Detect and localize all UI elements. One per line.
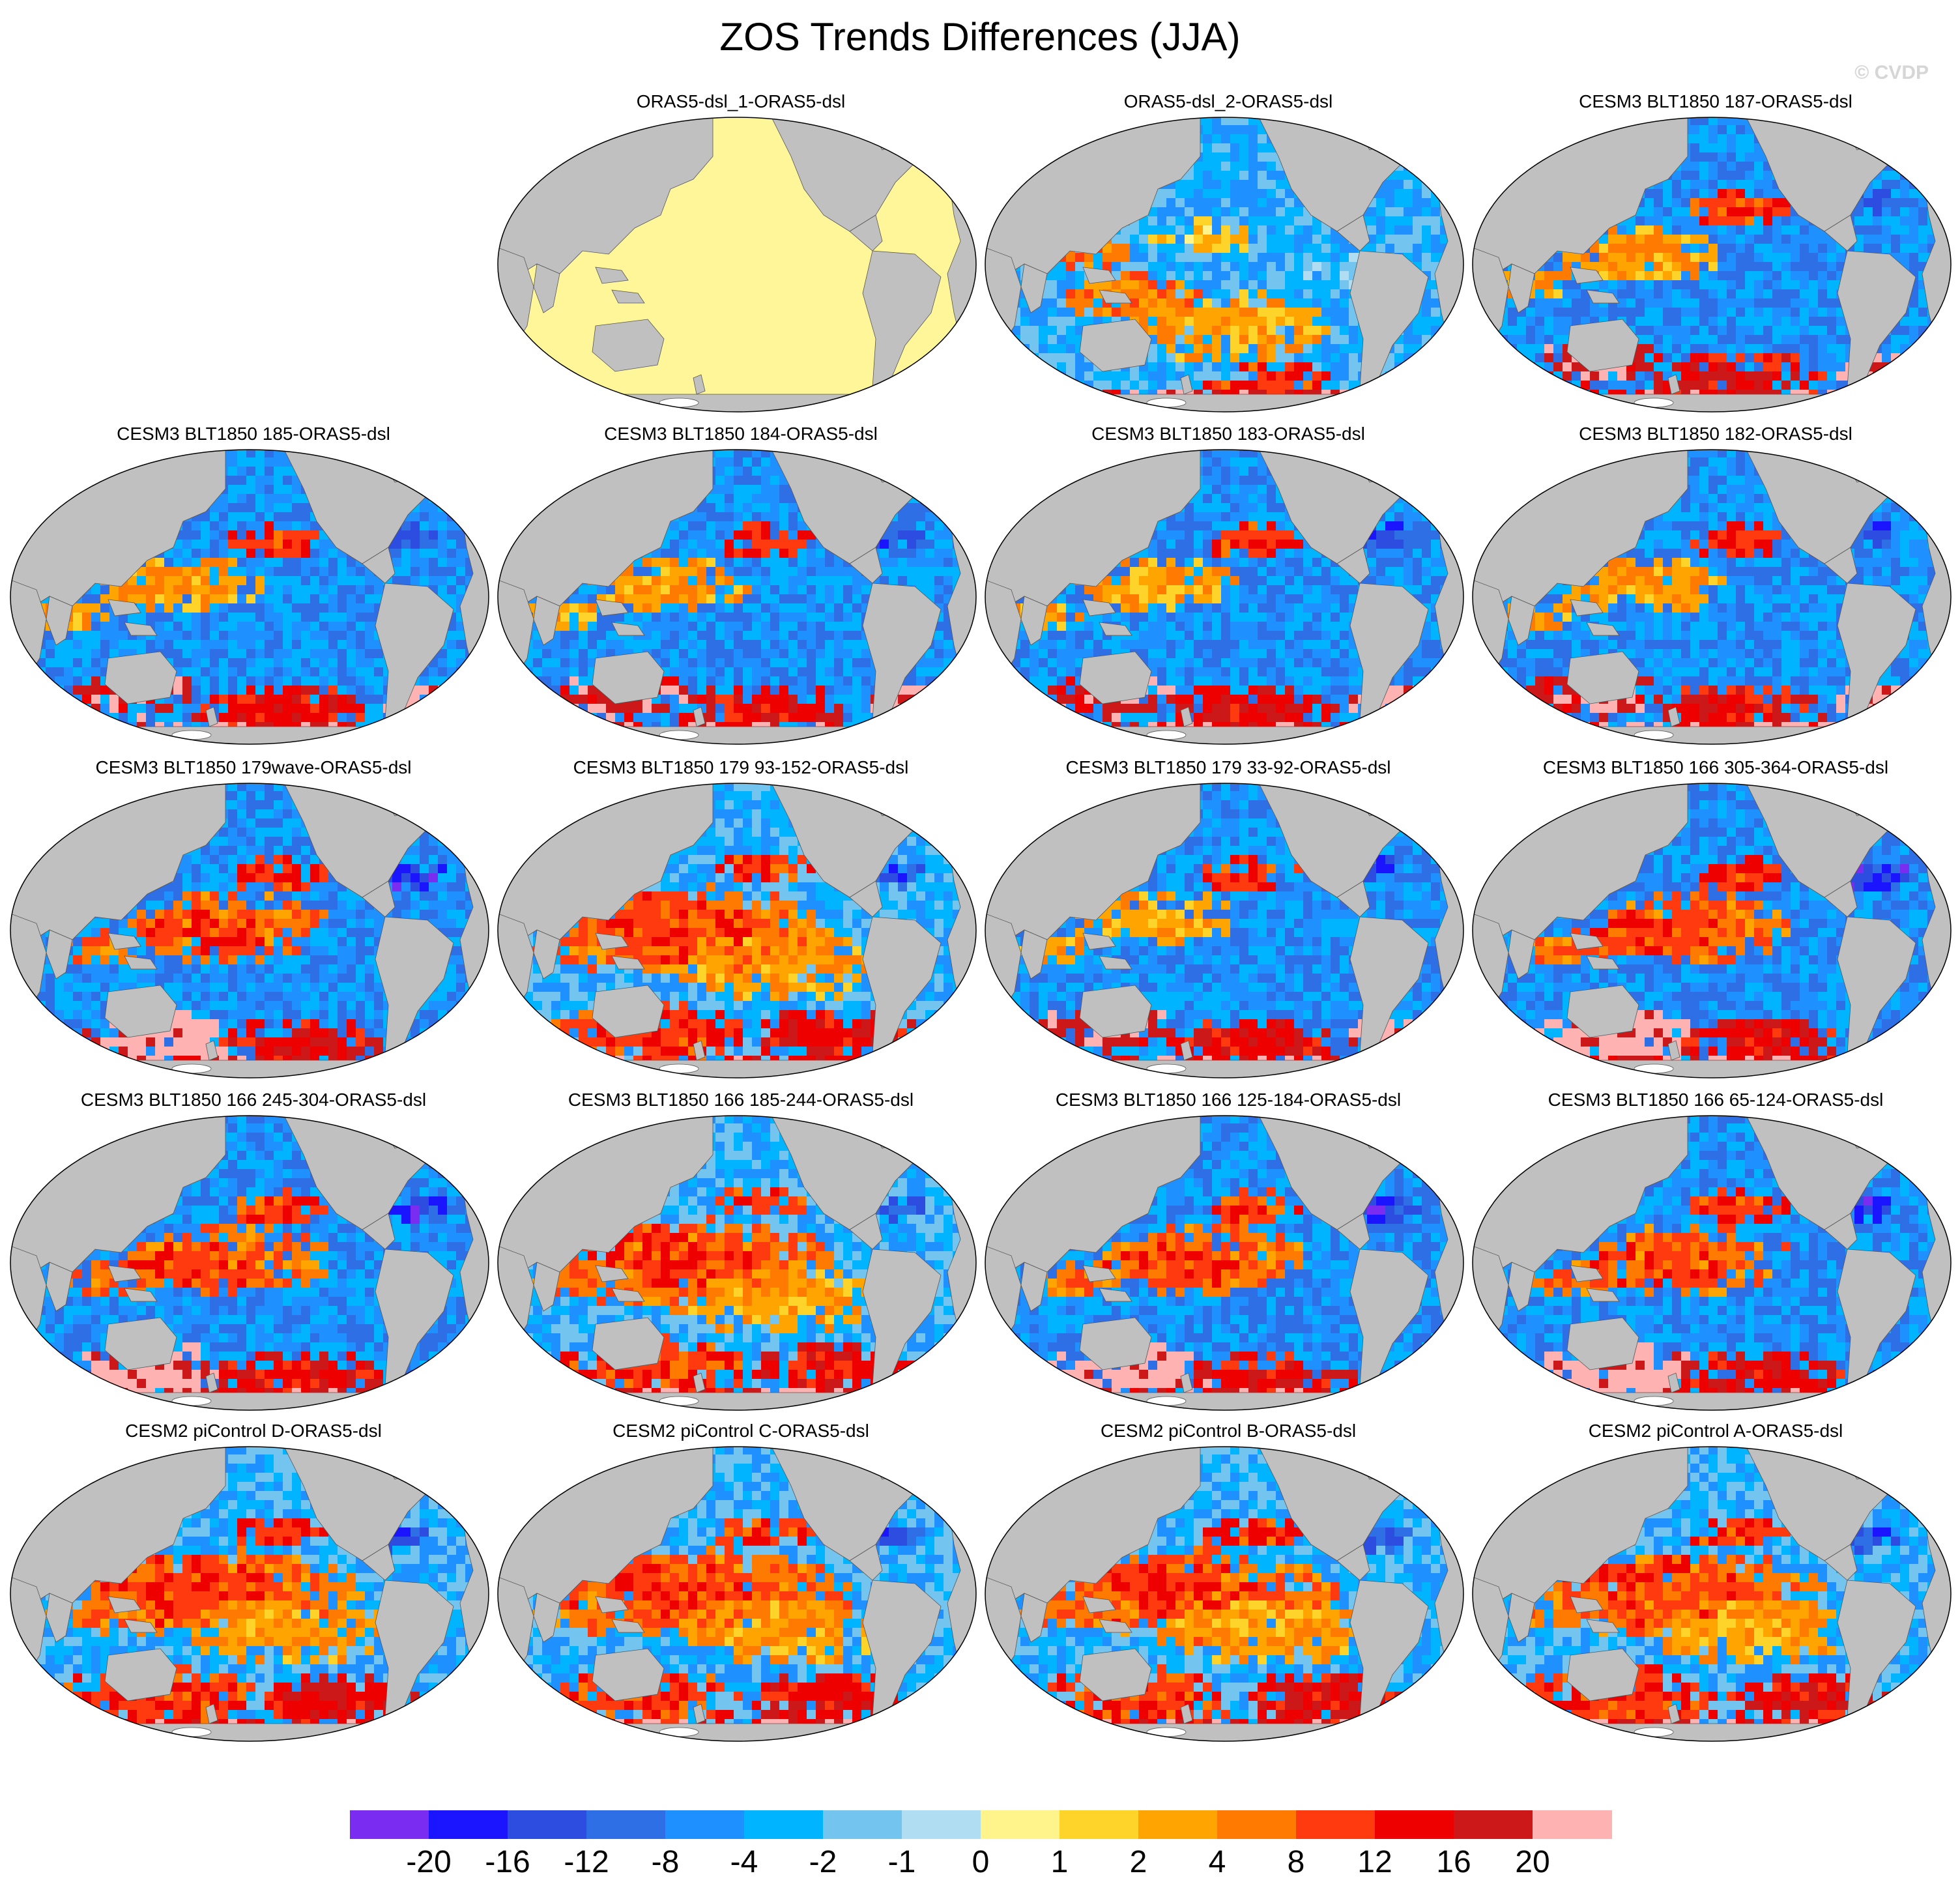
map-panel: ORAS5-dsl_2-ORAS5-dsl — [984, 91, 1473, 417]
map-panel: CESM3 BLT1850 185-ORAS5-dsl — [9, 424, 498, 749]
panel-title: CESM2 piControl C-ORAS5-dsl — [497, 1421, 985, 1441]
map-panel: CESM3 BLT1850 179 93-152-ORAS5-dsl — [497, 757, 985, 1083]
panel-title: CESM3 BLT1850 185-ORAS5-dsl — [9, 424, 498, 444]
world-map — [985, 1115, 1464, 1411]
colorbar-box — [1138, 1810, 1218, 1839]
figure-title: ZOS Trends Differences (JJA) — [0, 14, 1960, 59]
colorbar-box — [429, 1810, 508, 1839]
map-panel: CESM3 BLT1850 182-ORAS5-dsl — [1471, 424, 1960, 749]
world-map — [1472, 1115, 1952, 1411]
colorbar-box — [1375, 1810, 1454, 1839]
world-map — [1472, 449, 1952, 745]
colorbar-tick-label: 12 — [1357, 1844, 1392, 1880]
colorbar-tick-label: 8 — [1288, 1844, 1305, 1880]
colorbar-box — [823, 1810, 902, 1839]
panel-title: CESM3 BLT1850 166 245-304-ORAS5-dsl — [9, 1090, 498, 1110]
world-map — [497, 783, 977, 1078]
colorbar-box — [744, 1810, 824, 1839]
map-panel: CESM3 BLT1850 184-ORAS5-dsl — [497, 424, 985, 749]
colorbar-tick-label: -12 — [564, 1844, 609, 1880]
world-map — [1472, 783, 1952, 1078]
colorbar-tick-label: -4 — [730, 1844, 758, 1880]
map-panel: CESM3 BLT1850 179 33-92-ORAS5-dsl — [984, 757, 1473, 1083]
cvdp-watermark: © CVDP — [1854, 62, 1929, 84]
colorbar-box — [1533, 1810, 1612, 1839]
world-map — [497, 449, 977, 745]
colorbar-tick-label: 20 — [1515, 1844, 1549, 1880]
world-map — [497, 1446, 977, 1742]
panel-title: CESM2 piControl B-ORAS5-dsl — [984, 1421, 1473, 1441]
map-panel: CESM3 BLT1850 179wave-ORAS5-dsl — [9, 757, 498, 1083]
colorbar-box — [665, 1810, 745, 1839]
panel-title: CESM3 BLT1850 179wave-ORAS5-dsl — [9, 757, 498, 778]
map-panel: CESM2 piControl C-ORAS5-dsl — [497, 1421, 985, 1746]
panel-title: CESM2 piControl D-ORAS5-dsl — [9, 1421, 498, 1441]
colorbar-tick-label: 1 — [1051, 1844, 1069, 1880]
colorbar-tick-label: 4 — [1209, 1844, 1226, 1880]
world-map — [985, 117, 1464, 412]
map-panel: CESM3 BLT1850 187-ORAS5-dsl — [1471, 91, 1960, 417]
colorbar-box — [1059, 1810, 1139, 1839]
world-map — [10, 1446, 489, 1742]
colorbar — [350, 1810, 1612, 1839]
world-map — [985, 783, 1464, 1078]
map-panel: ORAS5-dsl_1-ORAS5-dsl — [497, 91, 985, 417]
map-panel: CESM2 piControl A-ORAS5-dsl — [1471, 1421, 1960, 1746]
panel-title: ORAS5-dsl_2-ORAS5-dsl — [984, 91, 1473, 112]
colorbar-box — [1454, 1810, 1533, 1839]
world-map — [10, 449, 489, 745]
world-map — [985, 449, 1464, 745]
map-panel: CESM3 BLT1850 166 185-244-ORAS5-dsl — [497, 1090, 985, 1415]
world-map — [1472, 117, 1952, 412]
colorbar-tick-label: 16 — [1436, 1844, 1471, 1880]
map-panel: CESM3 BLT1850 166 245-304-ORAS5-dsl — [9, 1090, 498, 1415]
colorbar-box — [981, 1810, 1060, 1839]
world-map — [10, 783, 489, 1078]
panel-title: CESM3 BLT1850 179 93-152-ORAS5-dsl — [497, 757, 985, 778]
panel-title: CESM3 BLT1850 183-ORAS5-dsl — [984, 424, 1473, 444]
world-map — [497, 117, 977, 412]
colorbar-box — [508, 1810, 587, 1839]
colorbar-box — [350, 1810, 429, 1839]
panel-title: CESM3 BLT1850 166 305-364-ORAS5-dsl — [1471, 757, 1960, 778]
panel-title: ORAS5-dsl_1-ORAS5-dsl — [497, 91, 985, 112]
panel-title: CESM3 BLT1850 166 65-124-ORAS5-dsl — [1471, 1090, 1960, 1110]
colorbar-tick-label: 0 — [972, 1844, 990, 1880]
panel-title: CESM2 piControl A-ORAS5-dsl — [1471, 1421, 1960, 1441]
colorbar-tick-label: -16 — [485, 1844, 530, 1880]
colorbar-tick-label: -2 — [809, 1844, 837, 1880]
world-map — [10, 1115, 489, 1411]
map-panel: CESM2 piControl D-ORAS5-dsl — [9, 1421, 498, 1746]
panel-title: CESM3 BLT1850 179 33-92-ORAS5-dsl — [984, 757, 1473, 778]
panel-title: CESM3 BLT1850 166 185-244-ORAS5-dsl — [497, 1090, 985, 1110]
panel-title: CESM3 BLT1850 182-ORAS5-dsl — [1471, 424, 1960, 444]
colorbar-box — [586, 1810, 666, 1839]
colorbar-tick-label: 2 — [1130, 1844, 1147, 1880]
panel-title: CESM3 BLT1850 187-ORAS5-dsl — [1471, 91, 1960, 112]
empty-panel-slot — [9, 91, 498, 417]
panel-title: CESM3 BLT1850 184-ORAS5-dsl — [497, 424, 985, 444]
colorbar-tick-label: -8 — [652, 1844, 680, 1880]
colorbar-tick-label: -1 — [888, 1844, 916, 1880]
colorbar-box — [902, 1810, 981, 1839]
colorbar-box — [1217, 1810, 1297, 1839]
world-map — [1472, 1446, 1952, 1742]
map-panel: CESM3 BLT1850 166 125-184-ORAS5-dsl — [984, 1090, 1473, 1415]
colorbar-box — [1296, 1810, 1376, 1839]
world-map — [985, 1446, 1464, 1742]
map-panel: CESM3 BLT1850 166 65-124-ORAS5-dsl — [1471, 1090, 1960, 1415]
map-panel: CESM3 BLT1850 166 305-364-ORAS5-dsl — [1471, 757, 1960, 1083]
map-panel: CESM3 BLT1850 183-ORAS5-dsl — [984, 424, 1473, 749]
world-map — [497, 1115, 977, 1411]
panel-title: CESM3 BLT1850 166 125-184-ORAS5-dsl — [984, 1090, 1473, 1110]
map-panel: CESM2 piControl B-ORAS5-dsl — [984, 1421, 1473, 1746]
colorbar-tick-label: -20 — [406, 1844, 451, 1880]
